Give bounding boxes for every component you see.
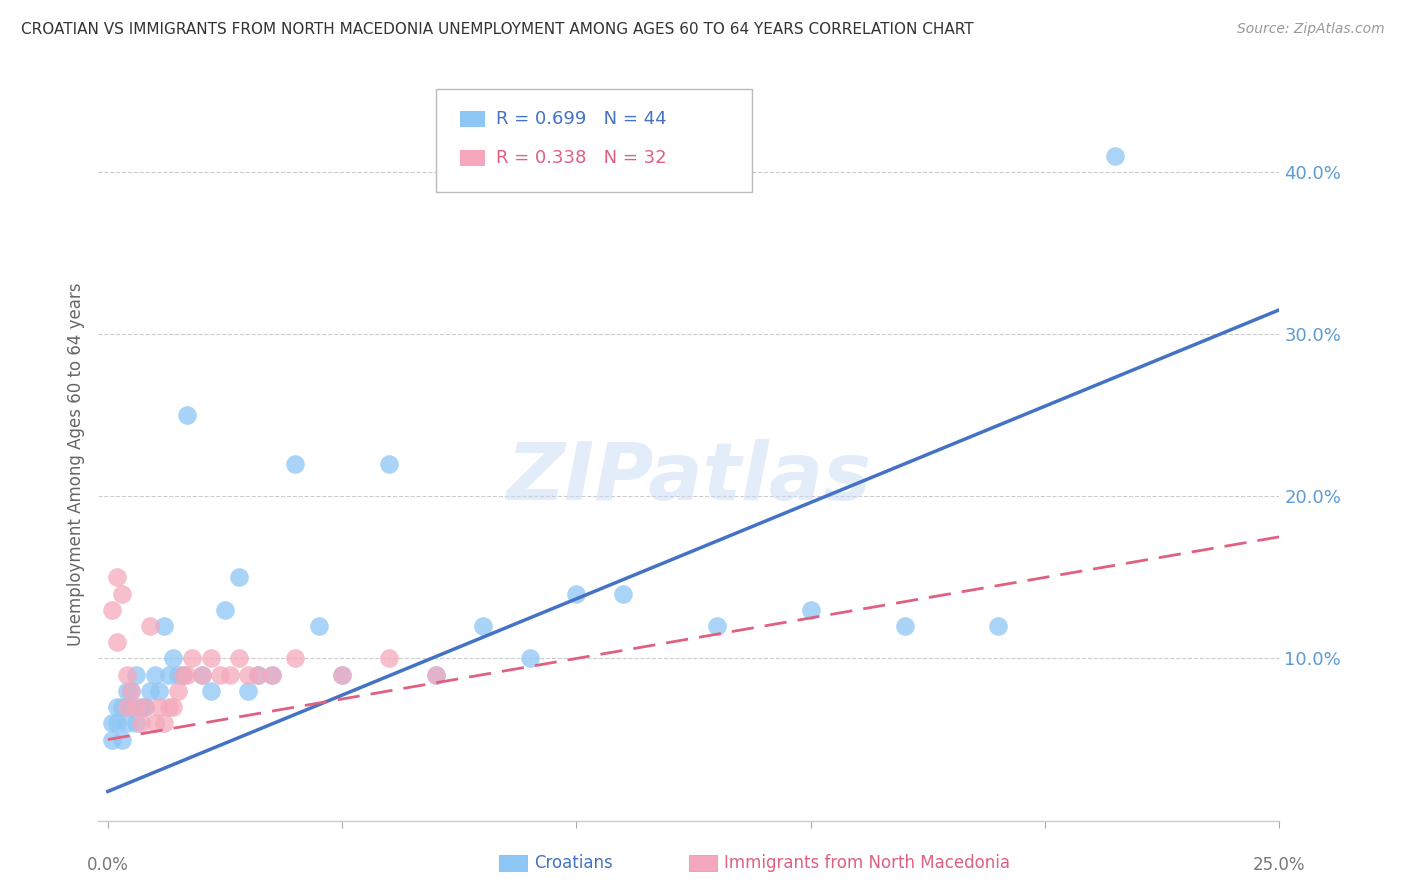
Point (228, 651, 250, 665)
Text: Croatians: Croatians (534, 854, 613, 871)
Point (101, 716, 124, 731)
Point (125, 667, 148, 681)
Point (425, 667, 447, 681)
Point (139, 619, 162, 633)
Point (115, 716, 138, 731)
Point (125, 700, 148, 714)
Point (129, 700, 152, 714)
Point (105, 700, 128, 714)
Point (157, 667, 180, 681)
Point (162, 700, 184, 714)
Point (134, 700, 156, 714)
Point (284, 457, 307, 471)
Point (125, 716, 148, 731)
Point (330, 667, 353, 681)
Point (228, 570, 250, 584)
Point (148, 700, 170, 714)
Point (115, 700, 138, 714)
Point (105, 570, 128, 584)
Point (214, 603, 236, 617)
Point (378, 651, 401, 665)
Text: R = 0.338   N = 32: R = 0.338 N = 32 (496, 149, 666, 167)
Point (172, 667, 194, 681)
Point (246, 667, 269, 681)
Point (120, 684, 142, 698)
Text: CROATIAN VS IMMIGRANTS FROM NORTH MACEDONIA UNEMPLOYMENT AMONG AGES 60 TO 64 YEA: CROATIAN VS IMMIGRANTS FROM NORTH MACEDO… (21, 22, 974, 37)
Point (200, 684, 222, 698)
Point (1104, 149, 1126, 163)
Point (565, 586, 588, 600)
Point (143, 716, 166, 731)
Point (176, 408, 198, 422)
Point (139, 684, 162, 698)
Point (218, 667, 240, 681)
Text: Source: ZipAtlas.com: Source: ZipAtlas.com (1237, 22, 1385, 37)
Point (129, 716, 152, 731)
Text: Immigrants from North Macedonia: Immigrants from North Macedonia (724, 854, 1010, 871)
Point (162, 651, 184, 665)
Point (153, 716, 176, 731)
Point (471, 619, 494, 633)
Point (706, 619, 728, 633)
Text: R = 0.699   N = 44: R = 0.699 N = 44 (496, 110, 666, 128)
Y-axis label: Unemployment Among Ages 60 to 64 years: Unemployment Among Ages 60 to 64 years (66, 282, 84, 646)
Point (378, 457, 401, 471)
Point (176, 667, 198, 681)
Point (190, 667, 212, 681)
Point (308, 619, 330, 633)
Text: ZIPatlas: ZIPatlas (506, 439, 872, 517)
Point (238, 684, 260, 698)
Point (209, 667, 232, 681)
Point (987, 619, 1010, 633)
Point (153, 619, 176, 633)
Point (284, 651, 307, 665)
Point (172, 667, 194, 681)
Point (330, 667, 353, 681)
Point (134, 700, 156, 714)
Point (190, 667, 212, 681)
Point (115, 684, 138, 698)
Point (167, 684, 190, 698)
Point (111, 700, 134, 714)
Point (200, 651, 222, 665)
Point (105, 635, 128, 649)
Point (519, 651, 541, 665)
Point (246, 667, 269, 681)
Point (181, 651, 204, 665)
Point (260, 667, 283, 681)
Point (101, 732, 124, 747)
Point (120, 684, 142, 698)
Point (893, 619, 915, 633)
Point (425, 667, 447, 681)
Point (111, 586, 134, 600)
Point (101, 603, 124, 617)
Point (167, 667, 190, 681)
Point (105, 716, 128, 731)
Text: 0.0%: 0.0% (87, 856, 129, 874)
Point (157, 700, 180, 714)
Point (143, 667, 166, 681)
Point (260, 667, 283, 681)
Point (111, 732, 134, 747)
Point (148, 684, 170, 698)
Point (238, 667, 260, 681)
Point (612, 586, 634, 600)
Point (120, 700, 142, 714)
Point (115, 667, 138, 681)
Point (800, 603, 823, 617)
Text: 25.0%: 25.0% (1253, 856, 1306, 874)
